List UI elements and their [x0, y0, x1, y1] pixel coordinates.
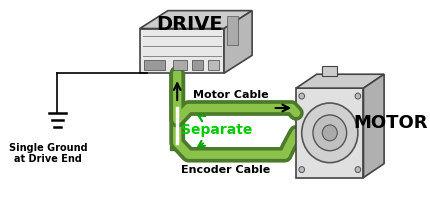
Circle shape: [298, 93, 304, 99]
Text: DRIVE: DRIVE: [156, 15, 222, 34]
Bar: [226, 16, 237, 45]
Text: Encoder Cable: Encoder Cable: [181, 165, 270, 175]
Circle shape: [322, 125, 337, 141]
Polygon shape: [224, 11, 252, 73]
Bar: [208, 60, 219, 70]
Bar: [172, 60, 186, 70]
Circle shape: [354, 93, 360, 99]
Text: MOTOR: MOTOR: [353, 114, 427, 132]
Bar: [144, 60, 165, 70]
Circle shape: [312, 115, 346, 151]
Text: Single Ground
at Drive End: Single Ground at Drive End: [9, 143, 87, 164]
Bar: [192, 60, 203, 70]
Circle shape: [298, 167, 304, 173]
Circle shape: [301, 103, 357, 163]
Text: Motor Cable: Motor Cable: [192, 90, 268, 100]
Text: Separate: Separate: [181, 123, 252, 137]
Polygon shape: [139, 28, 224, 73]
Polygon shape: [295, 74, 383, 88]
Bar: [322, 66, 337, 76]
Circle shape: [354, 167, 360, 173]
Polygon shape: [139, 11, 252, 28]
Polygon shape: [295, 88, 362, 178]
Polygon shape: [362, 74, 383, 178]
